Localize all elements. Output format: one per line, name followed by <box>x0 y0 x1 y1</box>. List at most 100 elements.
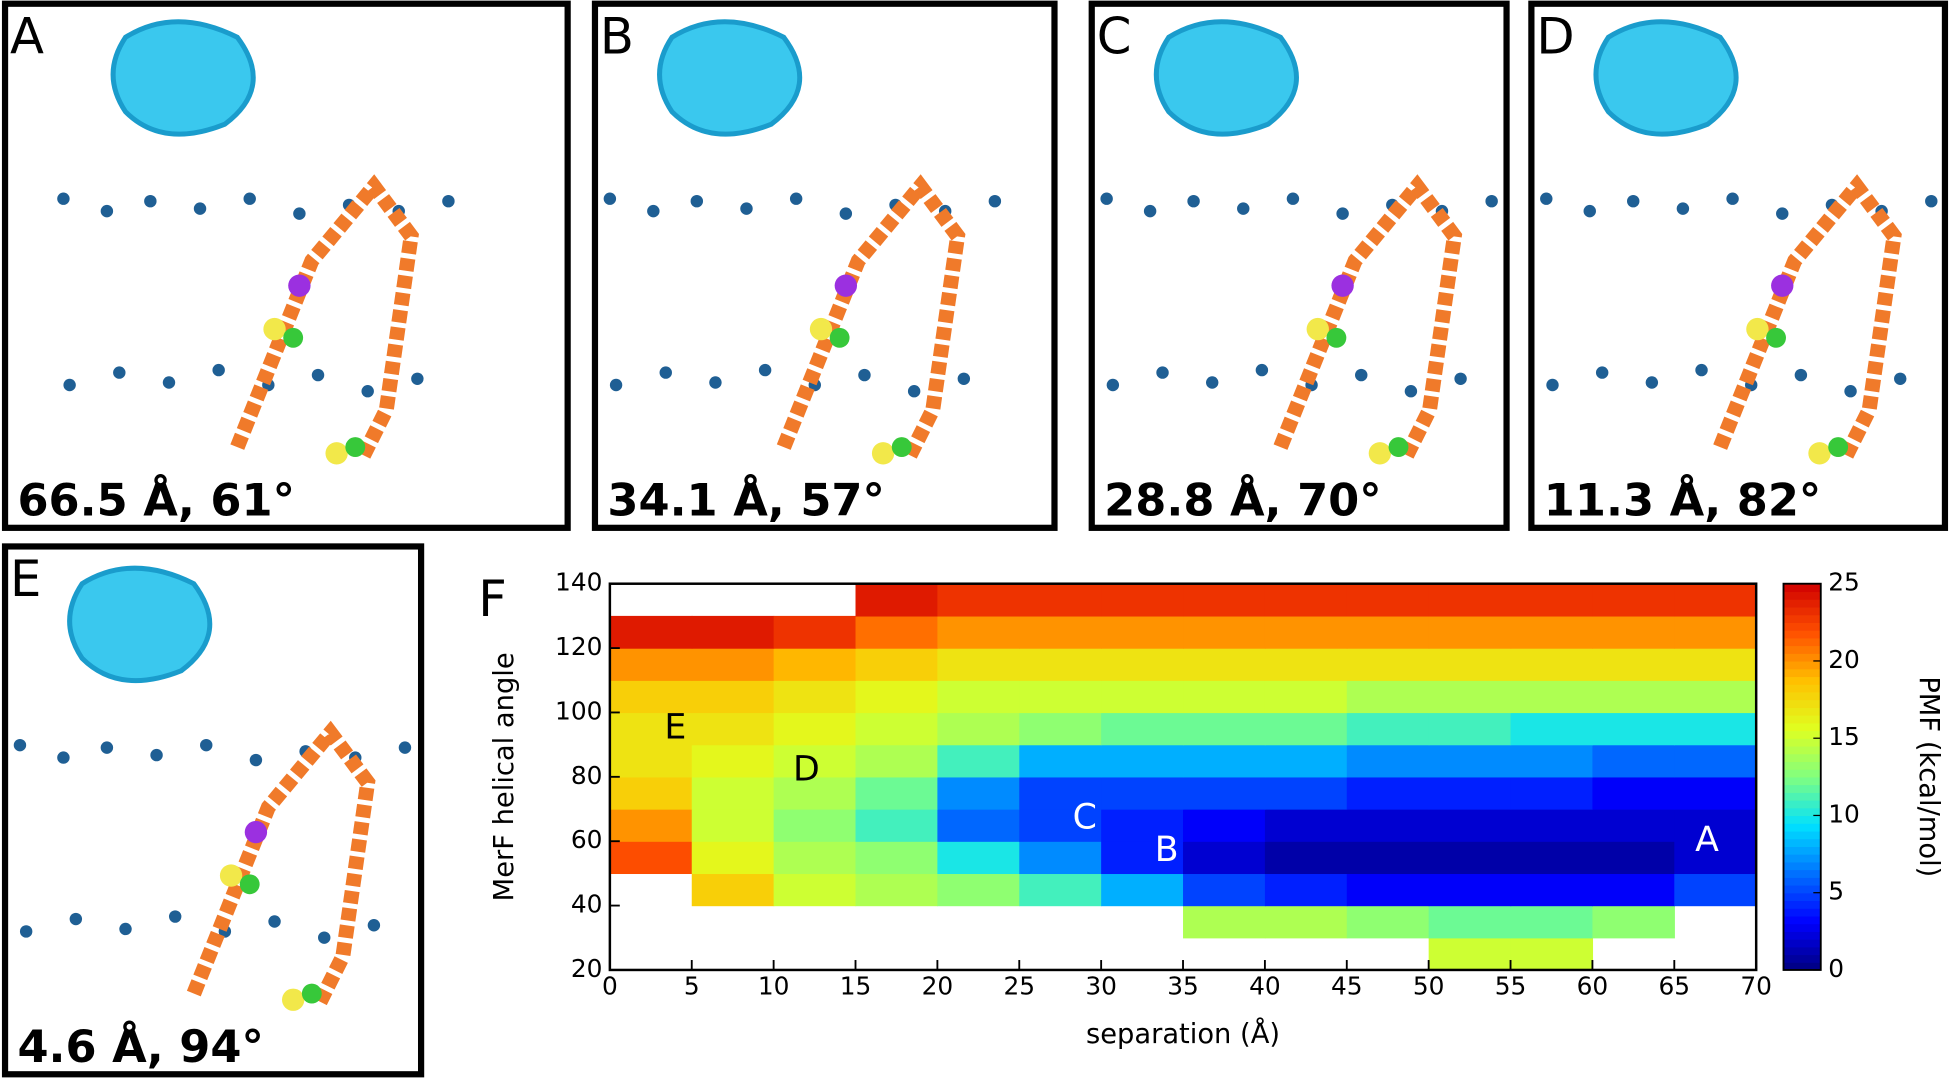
pmf-cell <box>1510 873 1594 907</box>
pmf-cell <box>1346 873 1430 907</box>
pmf-cell <box>1101 583 1184 617</box>
pmf-cell <box>855 615 939 649</box>
colorbar-band <box>1783 668 1821 678</box>
pmf-cell <box>1101 744 1184 778</box>
pmf-cell <box>1019 873 1102 907</box>
annotation: C <box>1073 798 1097 838</box>
x-tick-label: 45 <box>1331 971 1363 1000</box>
pmf-cell <box>1592 841 1675 875</box>
pmf-cell <box>855 776 939 810</box>
pmf-cell <box>609 680 693 714</box>
pmf-cell <box>1428 648 1512 681</box>
panel-caption: 28.8 Å, 70° <box>1104 473 1381 526</box>
pmf-cell <box>691 615 775 649</box>
pmf-cell <box>691 776 775 810</box>
pmf-cell <box>1019 680 1102 714</box>
x-tick-label: 70 <box>1740 971 1772 1000</box>
colorbar-band <box>1783 745 1821 755</box>
colorbar-band <box>1783 800 1821 809</box>
pmf-cell <box>1510 615 1594 649</box>
colorbar-band <box>1783 630 1821 639</box>
panel-letter: C <box>1097 7 1132 65</box>
pmf-cell <box>1674 680 1757 714</box>
x-tick-label: 55 <box>1495 971 1527 1000</box>
pmf-cell <box>1346 905 1430 939</box>
pmf-cell <box>937 809 1020 842</box>
colorbar-band <box>1783 715 1821 724</box>
pmf-cell <box>1264 615 1348 649</box>
pmf-cell <box>1510 776 1594 810</box>
pmf-cell <box>855 680 939 714</box>
colorbar-band <box>1783 614 1821 623</box>
colorbar-band <box>1783 707 1821 716</box>
pmf-cell <box>1592 905 1675 939</box>
pmf-cell <box>1346 809 1430 842</box>
pmf-cell <box>855 873 939 907</box>
colorbar-band <box>1783 892 1821 902</box>
pmf-cell <box>1183 712 1266 746</box>
pmf-cell <box>1674 648 1757 681</box>
colorbar-band <box>1783 946 1821 956</box>
colorbar-band <box>1783 637 1821 647</box>
annotation: A <box>1695 820 1719 860</box>
pmf-cell <box>1183 809 1266 842</box>
pmf-cell <box>1101 873 1184 907</box>
pmf-cell <box>1674 873 1757 907</box>
pmf-cell <box>1101 776 1184 810</box>
pmf-cell <box>691 744 775 778</box>
x-tick-label: 20 <box>922 971 954 1000</box>
colorbar-band <box>1783 583 1821 593</box>
pmf-cell <box>937 615 1020 649</box>
colorbar-band <box>1783 684 1821 693</box>
colorbar-band <box>1783 645 1821 654</box>
pmf-cell <box>1428 712 1512 746</box>
colorbar-band <box>1783 877 1821 886</box>
pmf-cell <box>1674 841 1757 875</box>
pmf-cell <box>1183 776 1266 810</box>
panel-a <box>1 0 571 531</box>
pmf-cell <box>1101 841 1184 875</box>
pmf-cell <box>1346 841 1430 875</box>
colorbar-frame <box>1782 582 1822 971</box>
pmf-cell <box>937 680 1020 714</box>
colorbar-band <box>1783 784 1821 793</box>
colorbar-band <box>1783 738 1821 747</box>
panel-d <box>1528 0 1949 531</box>
colorbar-band <box>1783 776 1821 786</box>
pmf-cell <box>1674 809 1757 842</box>
pmf-cell <box>855 841 939 875</box>
pmf-cell <box>1592 776 1675 810</box>
pmf-cell <box>1346 615 1430 649</box>
x-tick-label: 25 <box>1003 971 1035 1000</box>
colorbar-tick-label: 5 <box>1828 877 1844 906</box>
colorbar-band <box>1783 691 1821 701</box>
colorbar-tick-label: 10 <box>1828 799 1860 828</box>
colorbar-band <box>1783 730 1821 739</box>
pmf-cell <box>1183 615 1266 649</box>
pmf-cell <box>1592 648 1675 681</box>
pmf-cell <box>609 615 693 649</box>
colorbar-band <box>1783 869 1821 878</box>
colorbar-band <box>1783 884 1821 894</box>
panel-caption: 66.5 Å, 61° <box>17 473 294 526</box>
pmf-cell <box>691 841 775 875</box>
pmf-cell <box>609 712 693 746</box>
panel-letter: F <box>478 570 507 628</box>
pmf-cell <box>1264 905 1348 939</box>
y-tick-label: 40 <box>571 890 603 919</box>
x-tick-label: 15 <box>840 971 872 1000</box>
pmf-cell <box>1346 648 1430 681</box>
pmf-cell <box>1101 680 1184 714</box>
pmf-cell <box>1510 809 1594 842</box>
pmf-cell <box>855 583 939 617</box>
annotation: E <box>664 708 686 748</box>
pmf-cell <box>937 776 1020 810</box>
y-axis-label: MerF helical angle <box>489 652 520 901</box>
pmf-cell <box>1346 744 1430 778</box>
pmf-cell <box>855 809 939 842</box>
pmf-cell <box>937 712 1020 746</box>
pmf-cell <box>937 873 1020 907</box>
pmf-cell <box>1264 841 1348 875</box>
colorbar-band <box>1783 900 1821 909</box>
pmf-cell <box>609 809 693 842</box>
